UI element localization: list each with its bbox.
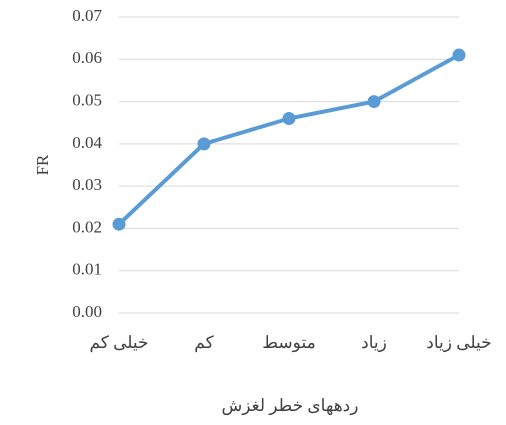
x-axis-label: ردههای خطر لغزش	[222, 396, 359, 416]
x-tick-label: متوسط	[262, 333, 315, 353]
y-tick-label: 0.01	[72, 260, 102, 279]
x-tick-label: خیلی زیاد	[426, 333, 491, 353]
x-tick-label: خیلی کم	[89, 333, 148, 353]
y-tick-label: 0.02	[72, 217, 102, 236]
y-tick-label: 0.03	[72, 175, 102, 194]
series-line	[117, 53, 460, 226]
x-tick-label: زیاد	[361, 333, 387, 353]
point-marker	[197, 137, 211, 151]
y-axis-label: FR	[33, 154, 52, 175]
point-marker	[452, 48, 466, 62]
y-tick-label: 0.07	[72, 6, 102, 25]
x-tick-label: کم	[194, 333, 214, 353]
y-tick-label: 0.00	[72, 302, 102, 321]
point-marker	[112, 217, 126, 231]
y-tick-label: 0.06	[72, 48, 102, 67]
point-marker	[282, 111, 296, 125]
y-tick-label: 0.04	[72, 133, 102, 152]
y-tick-label: 0.05	[72, 90, 102, 109]
point-marker	[367, 95, 381, 109]
